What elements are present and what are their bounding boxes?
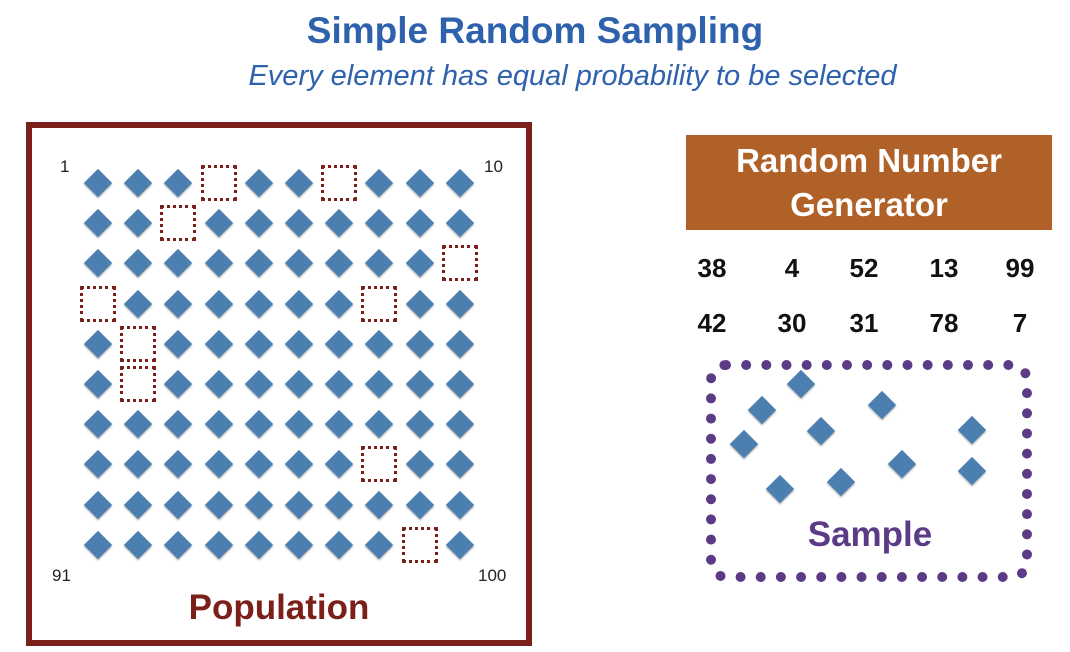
- selected-element-slot-4: [200, 165, 237, 201]
- corner-label-top-right: 10: [484, 157, 503, 176]
- corner-label-bottom-left: 91: [52, 566, 71, 585]
- page-title: Simple Random Sampling: [306, 10, 764, 51]
- random-number-4: 13: [929, 253, 959, 283]
- random-number-3: 52: [849, 253, 879, 283]
- population-label: Population: [188, 588, 370, 627]
- random-number-1: 38: [697, 253, 727, 283]
- selected-element-slot-13: [160, 205, 197, 242]
- random-number-2: 4: [784, 253, 800, 283]
- random-number-generator-header: Random Number Generator: [686, 135, 1052, 230]
- generator-title-line2: Generator: [790, 186, 948, 223]
- random-number-8: 31: [849, 308, 879, 338]
- generator-title-line1: Random Number: [736, 142, 1002, 179]
- selected-element-slot-38: [361, 285, 398, 322]
- sample-label: Sample: [807, 515, 933, 554]
- selected-element-slot-42: [120, 325, 157, 362]
- selected-element-slot-99: [401, 526, 438, 563]
- corner-label-top-left: 1: [60, 157, 70, 176]
- selected-element-slot-30: [441, 245, 478, 282]
- sample-frame: [706, 360, 1032, 582]
- random-number-7: 30: [777, 308, 807, 338]
- selected-element-slot-7: [321, 165, 358, 201]
- selected-element-slot-52: [120, 366, 157, 402]
- page-subtitle: Every element has equal probability to b…: [248, 60, 897, 92]
- corner-label-bottom-right: 100: [478, 566, 507, 585]
- random-number-5: 99: [1005, 253, 1035, 283]
- random-number-6: 42: [697, 308, 727, 338]
- selected-element-slot-31: [80, 285, 116, 322]
- random-number-9: 78: [929, 308, 959, 338]
- selected-element-slot-78: [361, 446, 398, 483]
- random-number-10: 7: [1012, 308, 1028, 338]
